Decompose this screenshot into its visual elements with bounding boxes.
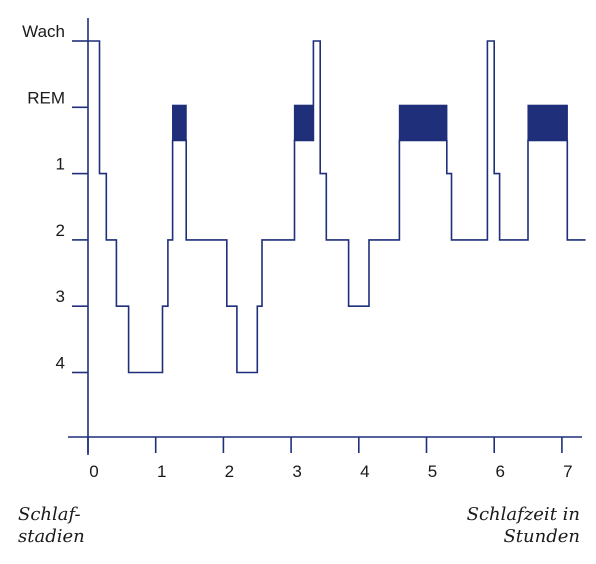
x-tick-label-4: 4 xyxy=(360,462,369,481)
rem-block-4 xyxy=(527,104,568,142)
y-tick-label-s3: 3 xyxy=(56,287,65,306)
x-axis-title-line-2: Stunden xyxy=(503,526,580,547)
y-axis-title-line-1: Schlaf- xyxy=(18,504,81,525)
y-axis-title-line-2: stadien xyxy=(18,526,85,547)
x-tick-label-3: 3 xyxy=(292,462,301,481)
y-tick-label-wach: Wach xyxy=(22,22,65,41)
y-axis: Wach REM 1 2 3 4 xyxy=(22,18,89,455)
y-tick-label-s4: 4 xyxy=(56,354,65,373)
x-tick-label-6: 6 xyxy=(495,462,504,481)
x-axis-title: Schlafzeit in Stunden xyxy=(467,504,580,548)
rem-block-1 xyxy=(172,104,187,142)
y-tick-label-rem: REM xyxy=(27,88,65,107)
x-tick-label-7: 7 xyxy=(563,462,572,481)
sleep-stage-line-1 xyxy=(88,40,586,374)
series xyxy=(88,40,586,374)
hypnogram-chart: Wach REM 1 2 3 4 0 1 2 3 4 5 6 7 xyxy=(22,18,586,481)
rem-block-3 xyxy=(398,104,448,142)
x-tick-label-0: 0 xyxy=(89,462,98,481)
rem-periods xyxy=(172,104,568,142)
y-tick-label-s1: 1 xyxy=(56,155,65,174)
x-axis-title-line-1: Schlafzeit in xyxy=(466,504,580,525)
y-axis-title: Schlaf- stadien xyxy=(18,504,85,548)
x-axis: 0 1 2 3 4 5 6 7 xyxy=(68,436,582,481)
x-tick-label-1: 1 xyxy=(157,462,166,481)
y-tick-label-s2: 2 xyxy=(56,221,65,240)
rem-block-2 xyxy=(293,104,315,142)
x-tick-label-2: 2 xyxy=(225,462,234,481)
x-tick-label-5: 5 xyxy=(428,462,437,481)
